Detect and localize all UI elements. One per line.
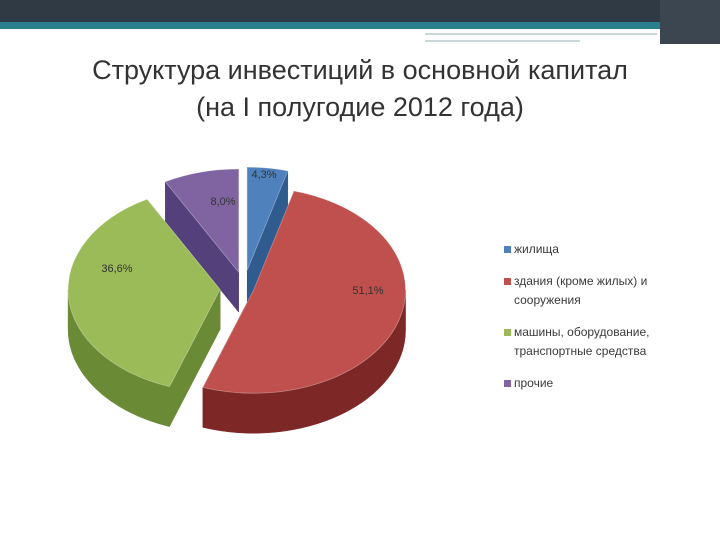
legend-swatch: [504, 329, 511, 336]
legend-item-housing: жилища: [504, 240, 714, 259]
pie-slice-housing: [246, 166, 289, 271]
slide-title-line-2: (на I полугодие 2012 года): [196, 92, 524, 122]
slide-header-decoration: [0, 0, 720, 44]
pie-slice-buildings: [202, 190, 406, 394]
header-dark-bar: [0, 0, 720, 22]
header-rule-2: [425, 40, 580, 42]
legend-item-machinery: машины, оборудование, транспортные средс…: [504, 323, 714, 361]
legend-label: машины, оборудование, транспортные средс…: [514, 325, 650, 358]
header-rule-1: [425, 33, 657, 35]
data-label-other: 8,0%: [210, 196, 235, 208]
legend-swatch: [504, 380, 511, 387]
slide-title: Структура инвестиций в основной капитал …: [20, 52, 700, 126]
pie-labels: 4,3% 51,1% 36,6% 8,0%: [101, 169, 383, 297]
legend-label: жилища: [514, 242, 559, 256]
slide-title-line-1: Структура инвестиций в основной капитал: [92, 55, 628, 85]
header-corner-block: [660, 0, 720, 44]
legend-item-other: прочие: [504, 374, 714, 393]
header-accent-bar: [0, 22, 720, 29]
pie-slice-machinery: [67, 198, 221, 388]
data-label-housing: 4,3%: [251, 169, 276, 181]
legend-label: здания (кроме жилых) и сооружения: [514, 274, 648, 307]
legend-swatch: [504, 278, 511, 285]
data-label-machinery: 36,6%: [101, 263, 132, 275]
pie-slice-other: [164, 168, 239, 274]
legend-swatch: [504, 246, 511, 253]
pie-tops: [67, 166, 406, 394]
legend-item-buildings: здания (кроме жилых) и сооружения: [504, 272, 714, 310]
data-label-buildings: 51,1%: [352, 285, 383, 297]
chart-legend: жилища здания (кроме жилых) и сооружения…: [504, 240, 714, 406]
legend-label: прочие: [514, 376, 554, 390]
